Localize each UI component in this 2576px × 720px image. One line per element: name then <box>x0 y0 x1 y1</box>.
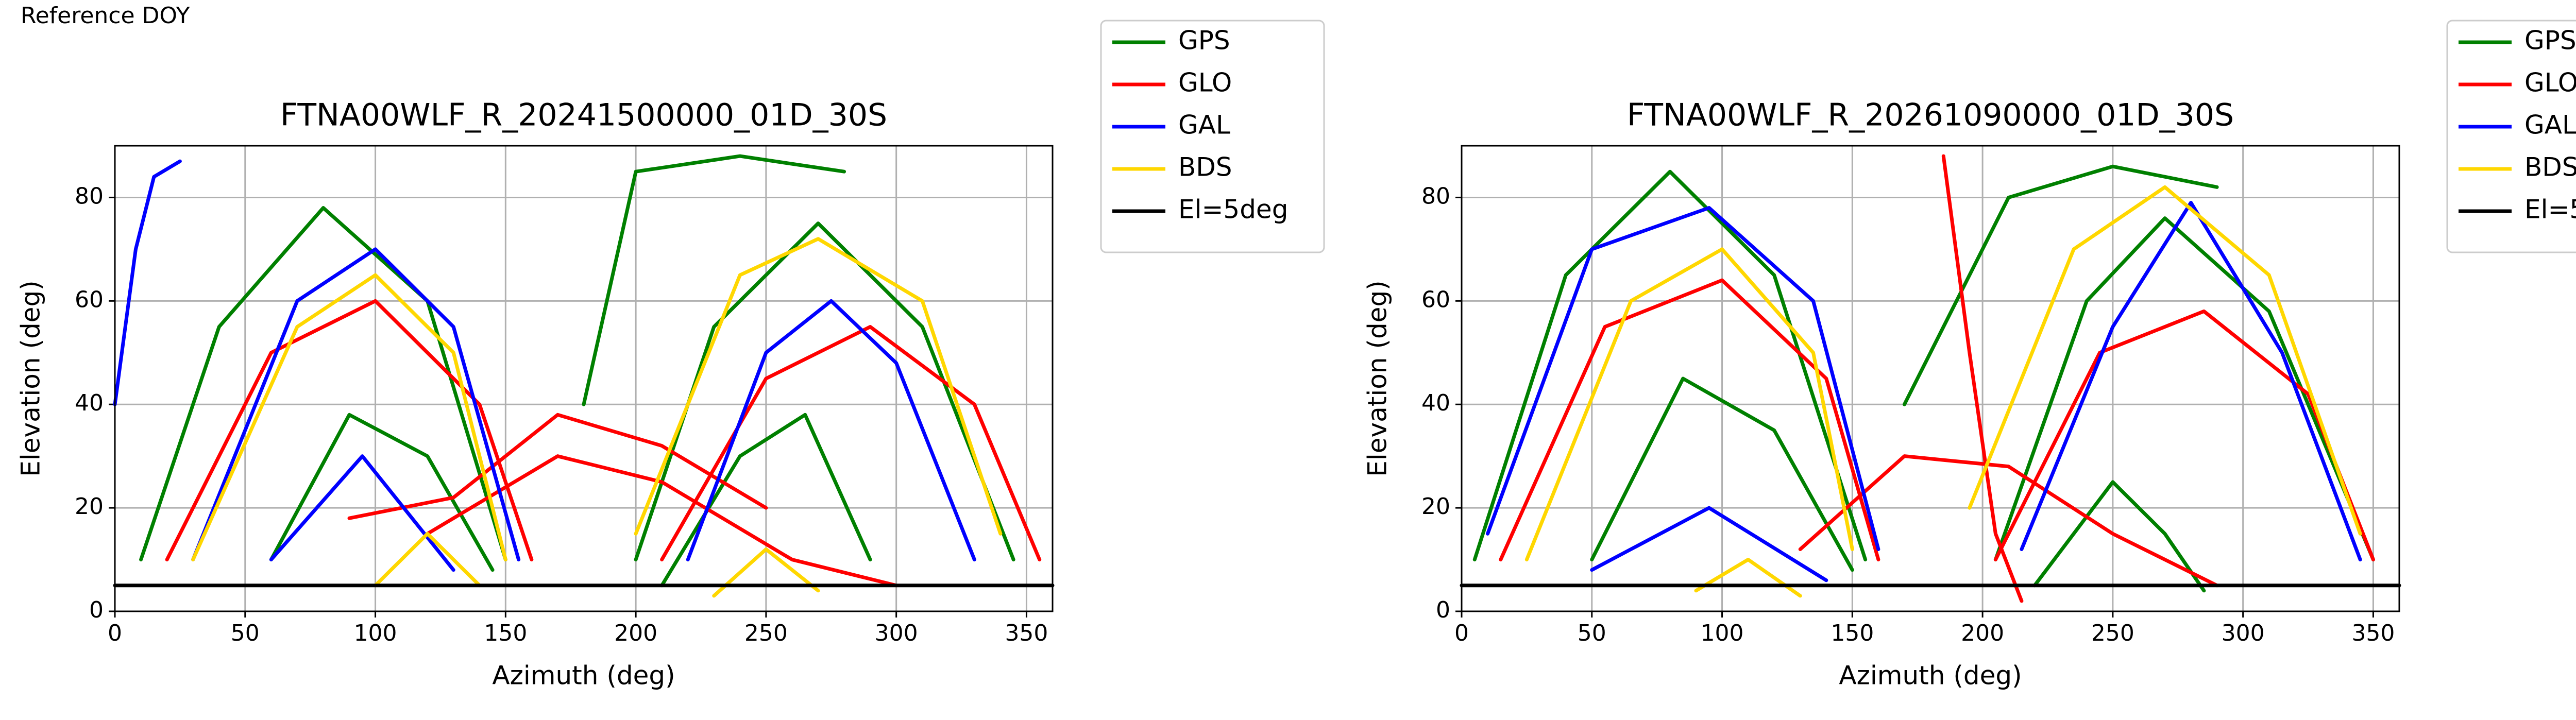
legend-label: BDS <box>2524 152 2576 182</box>
x-tick-label: 250 <box>744 620 788 646</box>
track <box>1524 247 1854 562</box>
y-tick-label: 0 <box>1436 597 1450 623</box>
legend <box>1100 20 1325 253</box>
track <box>1590 376 1854 572</box>
x-tick-label: 100 <box>1701 620 1744 646</box>
y-axis-label: Elevation (deg) <box>1363 280 1393 476</box>
x-tick-label: 0 <box>1454 620 1469 646</box>
x-tick-label: 150 <box>1831 620 1874 646</box>
legend-label: GLO <box>2524 68 2576 98</box>
track <box>165 299 534 562</box>
track <box>686 299 976 562</box>
y-tick-label: 20 <box>1421 493 1450 520</box>
track <box>660 325 1042 562</box>
x-tick-label: 150 <box>484 620 527 646</box>
track <box>2020 200 2362 562</box>
track <box>2032 480 2206 593</box>
track <box>374 532 482 588</box>
legend-label: BDS <box>1178 152 1232 182</box>
x-tick-label: 350 <box>2351 620 2395 646</box>
legend <box>2446 20 2576 253</box>
legend-label: El=5deg <box>1178 195 1288 225</box>
track <box>1486 206 1880 551</box>
legend-label: El=5deg <box>2524 195 2576 225</box>
chart-title: FTNA00WLF_R_20261090000_01D_30S <box>1627 97 2234 133</box>
track <box>582 154 846 406</box>
track <box>191 247 521 562</box>
track <box>1941 154 2024 603</box>
x-tick-label: 0 <box>108 620 122 646</box>
track <box>347 413 768 520</box>
legend-label: GAL <box>1178 110 1230 140</box>
plot-area <box>115 146 1053 611</box>
header: Reference DOY <box>21 3 190 29</box>
track <box>191 273 507 562</box>
axes-frame <box>1461 145 2400 612</box>
x-axis-label: Azimuth (deg) <box>492 661 675 691</box>
x-tick-label: 300 <box>2222 620 2265 646</box>
track <box>139 206 507 562</box>
x-tick-label: 50 <box>231 620 260 646</box>
x-axis-label: Azimuth (deg) <box>1839 661 2022 691</box>
chart: 0 50 100 150 200 250 300 350 0 20 40 60 80 FTNA00WLF_… <box>16 20 1325 691</box>
track <box>1798 454 2219 588</box>
track <box>1499 278 1880 562</box>
x-tick-label: 50 <box>1578 620 1606 646</box>
legend-label: GPS <box>2524 26 2576 56</box>
y-axis-label: Elevation (deg) <box>16 280 46 476</box>
axes-frame <box>114 145 1054 612</box>
chart-title: FTNA00WLF_R_20241500000_01D_30S <box>280 97 887 133</box>
track <box>269 454 455 572</box>
y-tick-label: 80 <box>75 183 104 209</box>
track <box>1902 164 2219 406</box>
y-tick-label: 40 <box>75 390 104 416</box>
track <box>1472 169 1868 562</box>
track <box>634 237 1003 536</box>
chart: 0 50 100 150 200 250 300 350 0 20 40 60 80 FTNA00WLF_… <box>1363 20 2576 691</box>
y-tick-label: 0 <box>89 597 104 623</box>
track <box>1590 506 1828 582</box>
legend-label: GPS <box>1178 26 1230 56</box>
y-tick-label: 20 <box>75 493 104 520</box>
x-tick-label: 200 <box>1961 620 2004 646</box>
x-tick-label: 100 <box>354 620 397 646</box>
y-tick-label: 60 <box>75 286 104 313</box>
x-tick-label: 350 <box>1005 620 1048 646</box>
y-tick-label: 60 <box>1421 286 1450 313</box>
y-tick-label: 40 <box>1421 390 1450 416</box>
track <box>712 547 820 598</box>
x-tick-label: 300 <box>875 620 918 646</box>
y-tick-label: 80 <box>1421 183 1450 209</box>
track <box>1968 185 2362 536</box>
legend-label: GAL <box>2524 110 2576 140</box>
x-tick-label: 250 <box>2091 620 2134 646</box>
track <box>1993 216 2375 562</box>
x-tick-label: 200 <box>614 620 657 646</box>
legend-label: GLO <box>1178 68 1232 98</box>
track <box>426 454 899 588</box>
track <box>113 159 182 406</box>
